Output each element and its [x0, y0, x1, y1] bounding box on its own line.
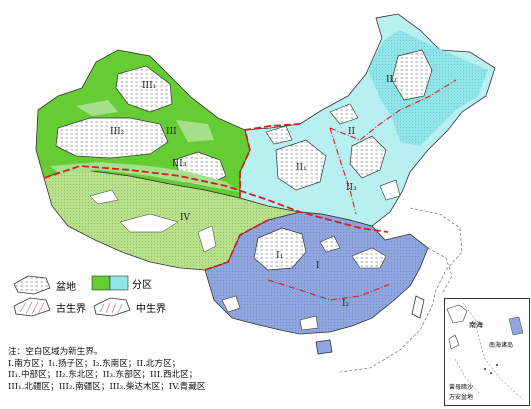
legend-subregion-swatch-cyan	[109, 275, 129, 291]
label-II: II	[348, 127, 356, 137]
legend-subregion-label: 分区	[132, 279, 152, 291]
legend-basin-swatch	[13, 275, 51, 295]
south-china-sea-inset: 南海 南海诸岛 曾母暗沙 万安盆地	[444, 298, 530, 406]
inset-label-sea: 南海	[469, 320, 483, 329]
legend-paleozoic-swatch	[13, 297, 51, 317]
label-II2: II₂	[386, 75, 397, 85]
label-III1: III₁	[142, 81, 156, 91]
label-III: III	[166, 127, 177, 137]
label-III3: III₃	[172, 159, 187, 169]
note-line-4: III₁.北疆区；III₂.南疆区；III₃.柴达木区；IV.青藏区	[8, 381, 206, 392]
legend-mesozoic-label: 中生界	[136, 302, 166, 315]
label-IV: IV	[180, 213, 191, 223]
inset-label-basin: 万安盆地	[449, 393, 473, 401]
inset-label-shoal: 曾母暗沙	[449, 383, 473, 391]
label-II1: II₁	[296, 163, 307, 173]
legend-mesozoic-swatch	[93, 297, 131, 317]
note-line-1: 注：空白区域为新生界。	[8, 347, 103, 357]
note-line-2: I.南方区；I₁.扬子区；I₂.东南区；II.北方区；	[8, 358, 181, 369]
taiwan-island	[411, 295, 425, 319]
legend-paleozoic-label: 古生界	[56, 302, 86, 315]
label-I2: I₂	[342, 299, 350, 309]
bohai-basin	[349, 135, 387, 179]
hainan-island	[315, 339, 333, 355]
map-notes: 注：空白区域为新生界。 I.南方区；I₁.扬子区；I₂.东南区；II.北方区； …	[8, 347, 448, 393]
junggar-basin	[115, 65, 173, 113]
tarim-basin	[55, 117, 169, 159]
label-I1: I₁	[276, 251, 283, 261]
legend-basin-label: 盆地	[56, 280, 76, 293]
label-II3: II₃	[346, 183, 357, 193]
songliao-basin	[391, 49, 433, 101]
legend-subregion-swatch-green	[91, 275, 111, 291]
region-boundaries	[43, 123, 389, 271]
sichuan-basin	[253, 227, 307, 271]
note-line-3: II₁.中部区；II₂.东北区；II₃.东部区；III.西北区；	[8, 370, 198, 381]
legend: 盆地 分区 古生界 中生界	[13, 275, 166, 317]
label-III2: III₂	[110, 127, 125, 137]
ordos-basin	[275, 139, 327, 191]
label-I: I	[316, 261, 320, 271]
inset-label-islands: 南海诸岛	[489, 341, 513, 349]
north-region	[239, 13, 496, 227]
